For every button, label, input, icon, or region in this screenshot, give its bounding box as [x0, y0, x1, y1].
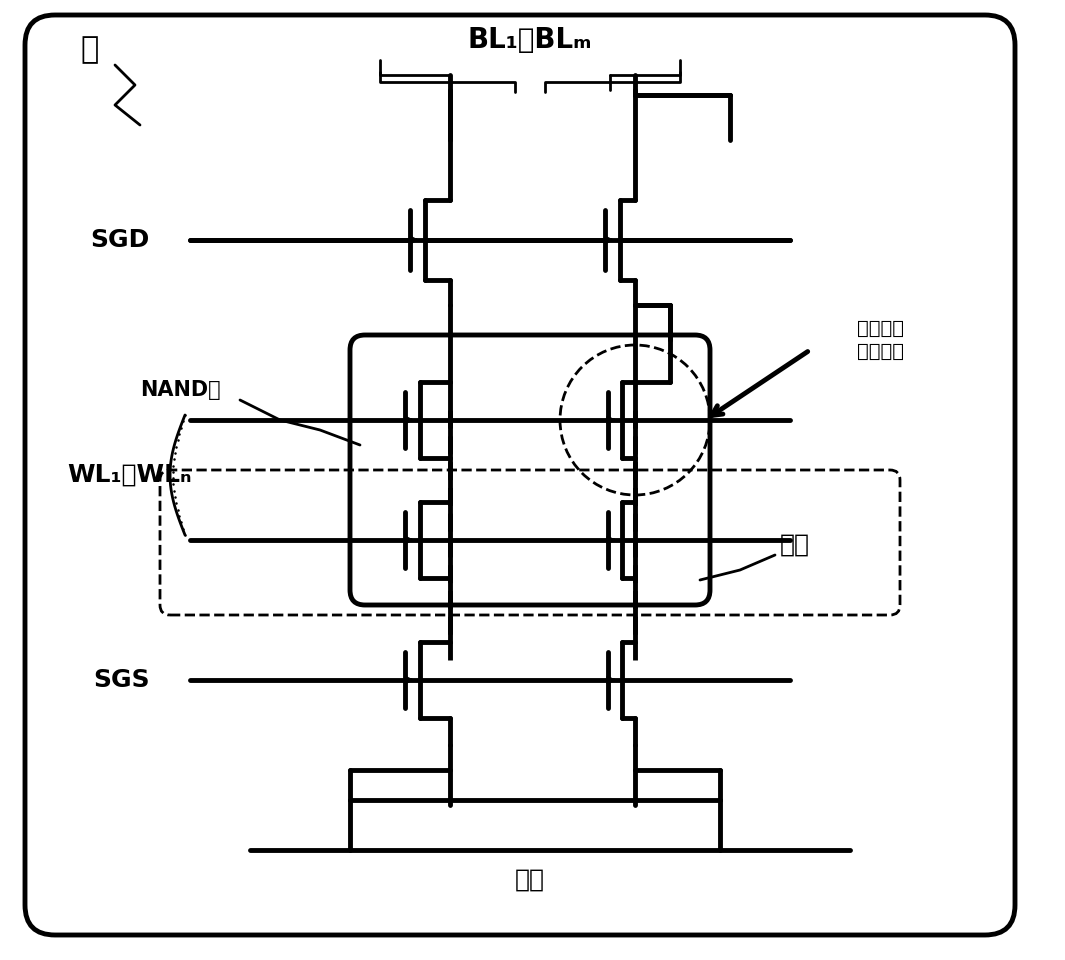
Text: 铁电场效
应晶体管: 铁电场效 应晶体管 — [856, 319, 903, 361]
Text: NAND串: NAND串 — [140, 380, 220, 400]
Text: 页面: 页面 — [780, 533, 810, 557]
FancyBboxPatch shape — [350, 335, 710, 605]
FancyBboxPatch shape — [24, 15, 1015, 935]
Text: SGD: SGD — [91, 228, 150, 252]
Text: WL₁～WLₙ: WL₁～WLₙ — [68, 463, 193, 487]
Text: 块: 块 — [81, 36, 99, 64]
Text: SGS: SGS — [94, 668, 150, 692]
Text: 源线: 源线 — [515, 868, 545, 892]
Text: BL₁～BLₘ: BL₁～BLₘ — [468, 26, 592, 54]
